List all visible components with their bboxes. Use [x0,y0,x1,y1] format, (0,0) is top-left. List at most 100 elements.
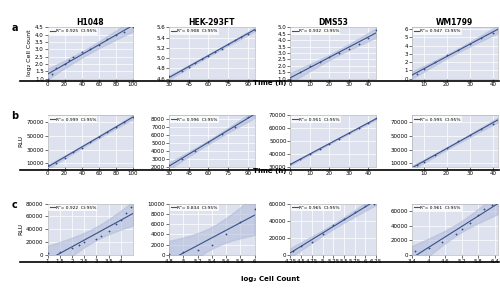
Legend: R²= 0.922  CI:95%: R²= 0.922 CI:95% [48,204,98,211]
Point [218,47,226,51]
Point [238,34,246,39]
Legend: R²= 0.995  CI:95%: R²= 0.995 CI:95% [413,116,462,123]
Point [316,60,324,64]
Point [98,233,106,238]
Point [431,153,439,158]
Point [354,126,362,131]
Point [231,125,239,130]
Point [488,203,496,207]
Text: a: a [12,23,18,33]
Text: Time (h): Time (h) [254,80,286,86]
Point [52,160,60,165]
Point [112,222,120,226]
Point [129,25,137,30]
Point [454,47,462,52]
Point [78,50,86,54]
Point [95,134,103,139]
Point [104,130,112,134]
Point [52,66,60,71]
Point [335,51,343,55]
Point [165,163,173,167]
Point [286,76,294,81]
Point [178,69,186,73]
Point [198,57,206,61]
Point [165,74,173,78]
Point [117,217,125,222]
Point [112,125,120,129]
Point [478,36,486,40]
Point [244,115,252,120]
Legend: R²= 0.908  CI:95%: R²= 0.908 CI:95% [170,28,219,35]
Point [65,57,73,62]
Point [438,239,446,244]
Point [122,211,130,215]
Point [424,245,432,250]
Point [78,145,86,150]
Legend: R²= 0.925  CI:95%: R²= 0.925 CI:95% [48,28,98,35]
Legend: R²= 0.996  CI:95%: R²= 0.996 CI:95% [170,116,219,123]
Point [120,119,128,124]
Text: b: b [12,111,18,122]
Point [192,149,200,153]
Point [478,127,486,131]
Point [48,72,56,77]
Point [95,43,103,47]
Point [474,212,482,217]
Point [204,139,212,144]
Point [345,47,353,52]
Point [236,219,244,224]
Point [178,157,186,161]
Point [68,246,76,251]
Point [412,163,420,168]
Point [297,244,305,249]
Legend: R²= 0.999  CI:95%: R²= 0.999 CI:95% [48,116,98,123]
Point [288,248,296,253]
Point [80,240,88,245]
Legend: R²= 0.834  CI:95%: R²= 0.834 CI:95% [170,204,219,211]
Point [86,140,94,145]
Point [165,251,173,256]
Point [452,232,460,237]
Y-axis label: RLU: RLU [18,135,24,147]
Point [420,160,428,164]
Point [326,141,334,146]
Point [179,250,187,255]
Point [364,35,372,40]
Point [76,243,84,248]
Point [442,53,450,58]
Point [286,162,294,166]
Point [362,204,370,209]
Point [250,206,258,211]
Point [489,122,497,126]
Point [60,156,68,160]
Point [345,131,353,136]
Title: WM1799: WM1799 [436,18,474,26]
Point [44,251,52,255]
Point [372,28,380,32]
Point [420,66,428,71]
Point [412,72,420,77]
Point [354,42,362,46]
Point [326,54,334,59]
Point [126,204,134,209]
Point [129,115,137,119]
Point [329,223,337,227]
Title: H1048: H1048 [76,18,104,26]
Point [244,31,252,36]
Point [69,54,77,59]
Point [318,231,326,236]
Point [306,63,314,68]
Title: HEK-293FT: HEK-293FT [188,18,235,26]
Point [306,151,314,156]
Point [192,61,200,66]
Point [480,207,488,212]
Point [466,132,474,137]
Legend: R²= 0.932  CI:95%: R²= 0.932 CI:95% [292,28,341,35]
Point [370,201,378,206]
Legend: R²= 0.947  CI:95%: R²= 0.947 CI:95% [413,28,462,35]
Text: log₂ Cell Count: log₂ Cell Count [240,276,300,282]
Point [466,41,474,46]
Point [340,217,348,221]
Point [458,227,466,232]
Point [56,249,64,254]
